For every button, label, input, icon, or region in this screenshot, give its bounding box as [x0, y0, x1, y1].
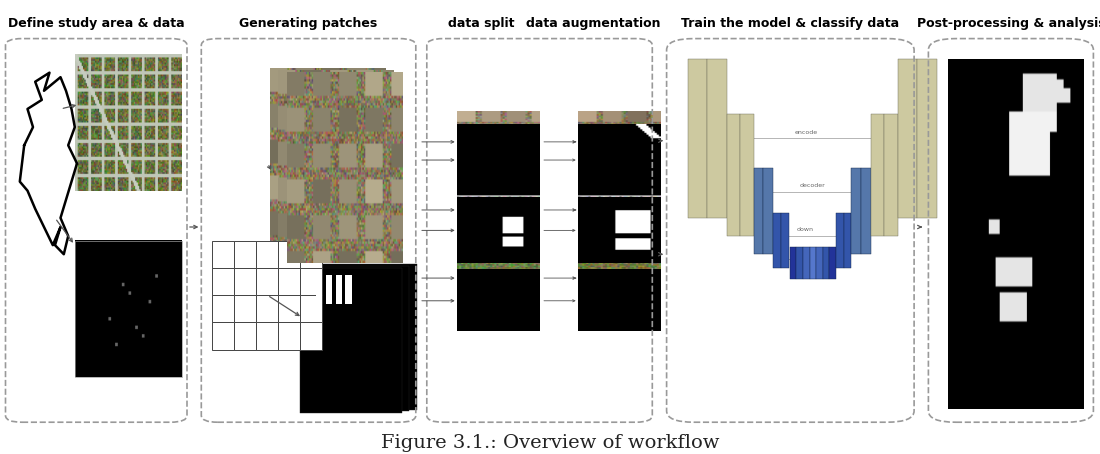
Bar: [898, 59, 917, 218]
Bar: [851, 168, 861, 254]
Bar: [345, 275, 352, 304]
Text: down: down: [796, 227, 813, 232]
Text: Define study area & data: Define study area & data: [8, 16, 185, 30]
Bar: [816, 247, 823, 279]
Bar: [278, 295, 300, 322]
Text: data augmentation: data augmentation: [527, 16, 661, 30]
Bar: [256, 295, 278, 322]
Bar: [308, 266, 409, 411]
Bar: [810, 247, 816, 279]
Bar: [871, 114, 884, 236]
Bar: [773, 213, 781, 268]
Bar: [803, 247, 810, 279]
Bar: [823, 247, 829, 279]
Bar: [75, 241, 182, 377]
Bar: [212, 295, 234, 322]
Bar: [212, 241, 234, 268]
Text: decoder: decoder: [800, 183, 825, 188]
Bar: [326, 275, 332, 304]
Bar: [278, 268, 300, 295]
Bar: [300, 241, 322, 268]
Bar: [234, 322, 256, 350]
Bar: [256, 241, 278, 268]
Bar: [234, 241, 256, 268]
Bar: [234, 268, 256, 295]
Bar: [300, 268, 322, 295]
Text: Figure 3.1.: Overview of workflow: Figure 3.1.: Overview of workflow: [381, 434, 719, 452]
Bar: [917, 59, 937, 218]
Bar: [336, 275, 342, 304]
Bar: [754, 168, 763, 254]
Bar: [300, 268, 402, 413]
Bar: [796, 247, 803, 279]
Bar: [316, 275, 322, 304]
Bar: [790, 247, 796, 279]
Bar: [763, 168, 773, 254]
Bar: [212, 268, 234, 295]
Bar: [781, 213, 789, 268]
Bar: [278, 322, 300, 350]
Text: data split: data split: [448, 16, 514, 30]
Bar: [278, 241, 300, 268]
Bar: [829, 247, 836, 279]
Bar: [256, 322, 278, 350]
Bar: [707, 59, 727, 218]
Bar: [727, 114, 740, 236]
Bar: [861, 168, 871, 254]
Bar: [300, 322, 322, 350]
Bar: [836, 213, 844, 268]
Bar: [884, 114, 898, 236]
Bar: [256, 268, 278, 295]
Text: encode: encode: [794, 130, 817, 135]
Text: Generating patches: Generating patches: [240, 16, 377, 30]
Bar: [234, 295, 256, 322]
Text: Train the model & classify data: Train the model & classify data: [681, 16, 900, 30]
Bar: [844, 213, 851, 268]
Text: Post-processing & analysis: Post-processing & analysis: [916, 16, 1100, 30]
Bar: [688, 59, 707, 218]
Bar: [740, 114, 754, 236]
Bar: [212, 322, 234, 350]
Bar: [300, 295, 322, 322]
Bar: [316, 264, 417, 410]
